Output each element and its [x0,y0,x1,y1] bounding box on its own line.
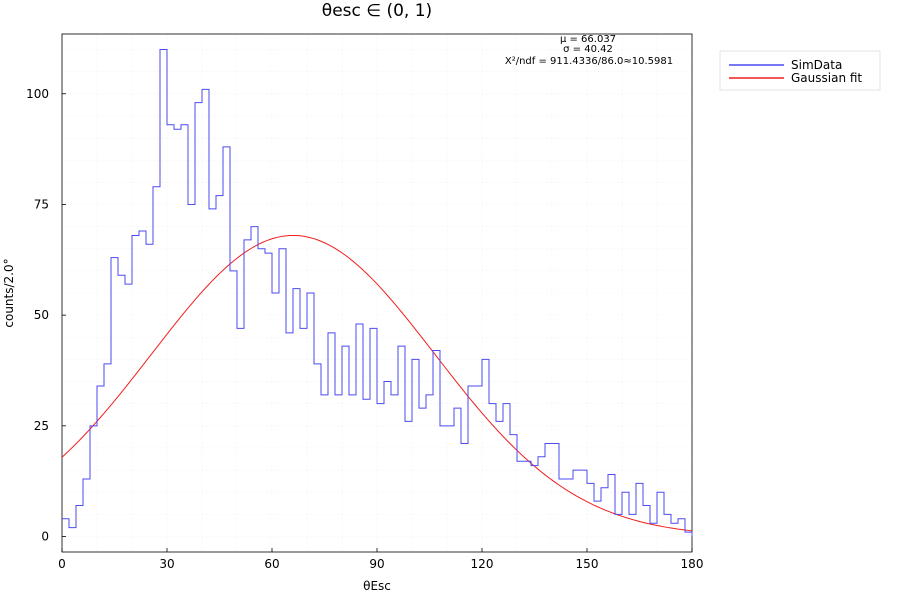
x-tick-label: 30 [159,557,174,571]
x-axis-label: θEsc [363,579,391,593]
y-tick-label: 75 [34,197,49,211]
annotation-sigma: σ = 40.42 [563,44,613,55]
legend-label-simdata: SimData [791,58,842,72]
legend-box [719,50,881,91]
legend: SimData Gaussian fit [719,50,881,91]
series-gaussian-fit [61,234,693,532]
x-tick-label: 180 [681,557,704,571]
y-tick-label: 25 [34,419,49,433]
legend-label-gaussian-fit: Gaussian fit [791,71,862,85]
y-tick-label: 0 [41,530,49,544]
x-tick-label: 90 [369,557,384,571]
x-tick-label: 60 [264,557,279,571]
x-tick-label: 120 [471,557,494,571]
axis-ticks: 0 30 60 90 120 150 180 0 25 50 75 100 [26,87,703,571]
annotation-mu: μ = 66.037 [560,34,616,45]
series-simdata [62,48,693,537]
annotations: μ = 66.037 σ = 40.42 X²/ndf = 911.4336/8… [505,34,673,67]
x-tick-label: 150 [576,557,599,571]
x-tick-label: 0 [58,557,66,571]
annotation-chi2: X²/ndf = 911.4336/86.0≈10.5981 [505,56,673,67]
grid [61,34,693,552]
chart-title: θesc ∈ (0, 1) [322,1,432,21]
y-tick-label: 50 [34,308,49,322]
y-axis-label: counts/2.0° [2,258,16,327]
y-tick-label: 100 [26,87,49,101]
